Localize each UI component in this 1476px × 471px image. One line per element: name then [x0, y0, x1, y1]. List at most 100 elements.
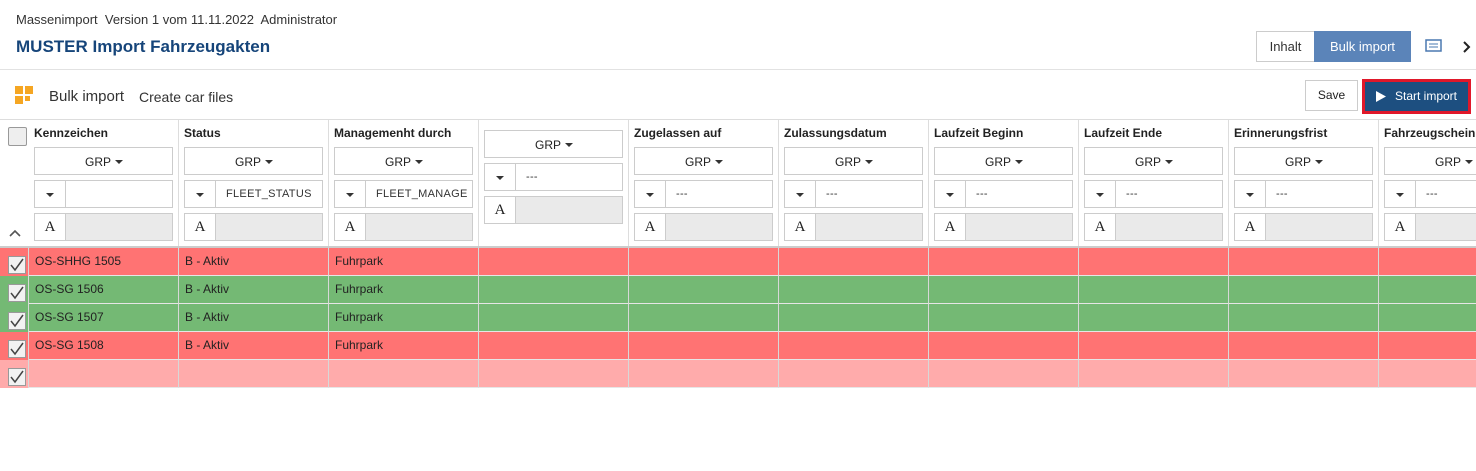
caret [115, 160, 123, 164]
filter[interactable]: --- [484, 163, 623, 191]
caret [1315, 160, 1323, 164]
view-icon[interactable] [1424, 38, 1444, 54]
collapse-icon[interactable] [8, 228, 22, 238]
column-header [1229, 120, 1379, 246]
cell: Fuhrpark [329, 332, 479, 360]
caret [196, 193, 204, 197]
filter[interactable]: --- [1084, 180, 1223, 208]
row-checkbox[interactable] [8, 312, 26, 330]
font-button[interactable]: A [35, 214, 66, 240]
group-dropdown[interactable]: GRP [634, 147, 773, 175]
filter-value: --- [676, 188, 688, 200]
column-name: Erinnerungsfrist [1234, 126, 1328, 140]
row-checkbox[interactable] [8, 340, 26, 358]
font-field[interactable]: A [334, 213, 473, 241]
cell [779, 276, 929, 304]
column-header [779, 120, 929, 246]
cell [179, 360, 329, 388]
group-dropdown[interactable]: GRP [34, 147, 173, 175]
font-field[interactable]: A [34, 213, 173, 241]
group-dropdown[interactable]: GRP [784, 147, 923, 175]
cell [779, 360, 929, 388]
check [10, 286, 24, 300]
cell [1079, 360, 1229, 388]
cell [1079, 332, 1229, 360]
filter[interactable]: FLEET_MANAGE [334, 180, 473, 208]
breadcrumb-item: Massenimport [16, 12, 98, 27]
font-field[interactable]: A [484, 196, 623, 224]
font-field[interactable]: A [1234, 213, 1373, 241]
filter-sep [1415, 181, 1416, 207]
filter-value: --- [826, 188, 838, 200]
cell [779, 248, 929, 276]
cell: OS-SG 1506 [29, 276, 179, 304]
filter-sep [365, 181, 366, 207]
row-checkbox[interactable] [8, 284, 26, 302]
save-button[interactable]: Save [1305, 80, 1358, 111]
row-checkbox[interactable] [8, 256, 26, 274]
column-name: Zugelassen auf [634, 126, 722, 140]
font-field[interactable]: A [1084, 213, 1223, 241]
caret [1465, 160, 1473, 164]
filter[interactable]: --- [634, 180, 773, 208]
group-label: GRP [685, 155, 712, 169]
font-button[interactable]: A [1385, 214, 1416, 240]
font-button[interactable]: A [1085, 214, 1116, 240]
select-all[interactable] [8, 127, 27, 146]
group-dropdown[interactable]: GRP [934, 147, 1073, 175]
table-border [0, 119, 1476, 120]
font-button[interactable]: A [785, 214, 816, 240]
group-dropdown[interactable]: GRP [1084, 147, 1223, 175]
column-name: Status [184, 126, 221, 140]
font-field[interactable]: A [1384, 213, 1476, 241]
filter[interactable]: FLEET_STATUS [184, 180, 323, 208]
font-button[interactable]: A [1235, 214, 1266, 240]
font-field[interactable]: A [634, 213, 773, 241]
filter-sep [965, 181, 966, 207]
filter[interactable]: --- [1234, 180, 1373, 208]
filter[interactable]: --- [1384, 180, 1476, 208]
caret [565, 143, 573, 147]
filter-sep [665, 181, 666, 207]
cell: Fuhrpark [329, 276, 479, 304]
column-header [329, 120, 479, 246]
header-border [0, 246, 1476, 248]
group-dropdown[interactable]: GRP [484, 130, 623, 158]
filter-value: --- [976, 188, 988, 200]
group-dropdown[interactable]: GRP [1384, 147, 1476, 175]
tab-active[interactable]: Bulk import [1314, 31, 1411, 62]
group-label: GRP [835, 155, 862, 169]
filter[interactable]: --- [934, 180, 1073, 208]
filter[interactable] [34, 180, 173, 208]
group-label: GRP [1285, 155, 1312, 169]
breadcrumb: Massenimport Version 1 vom 11.11.2022 Ad… [16, 12, 337, 27]
divider [0, 69, 1476, 70]
caret [1015, 160, 1023, 164]
font-button[interactable]: A [335, 214, 366, 240]
font-button[interactable]: A [635, 214, 666, 240]
chevron[interactable] [1460, 39, 1474, 55]
cell [929, 276, 1079, 304]
group-dropdown[interactable]: GRP [1234, 147, 1373, 175]
row-sep [28, 248, 29, 276]
cell [479, 276, 629, 304]
cell [629, 360, 779, 388]
cell [779, 332, 929, 360]
cell [629, 332, 779, 360]
start-button[interactable]: Start import [1362, 79, 1471, 114]
font-field[interactable]: A [184, 213, 323, 241]
caret [46, 193, 54, 197]
filter[interactable]: --- [784, 180, 923, 208]
cell [479, 304, 629, 332]
font-button[interactable]: A [935, 214, 966, 240]
caret [346, 193, 354, 197]
group-dropdown[interactable]: GRP [184, 147, 323, 175]
row-checkbox[interactable] [8, 368, 26, 386]
font-field[interactable]: A [934, 213, 1073, 241]
group-dropdown[interactable]: GRP [334, 147, 473, 175]
column-name: Laufzeit Ende [1084, 126, 1163, 140]
font-field[interactable]: A [784, 213, 923, 241]
font-button[interactable]: A [485, 197, 516, 223]
toolbar-action[interactable]: Create car files [139, 89, 234, 105]
font-button[interactable]: A [185, 214, 216, 240]
